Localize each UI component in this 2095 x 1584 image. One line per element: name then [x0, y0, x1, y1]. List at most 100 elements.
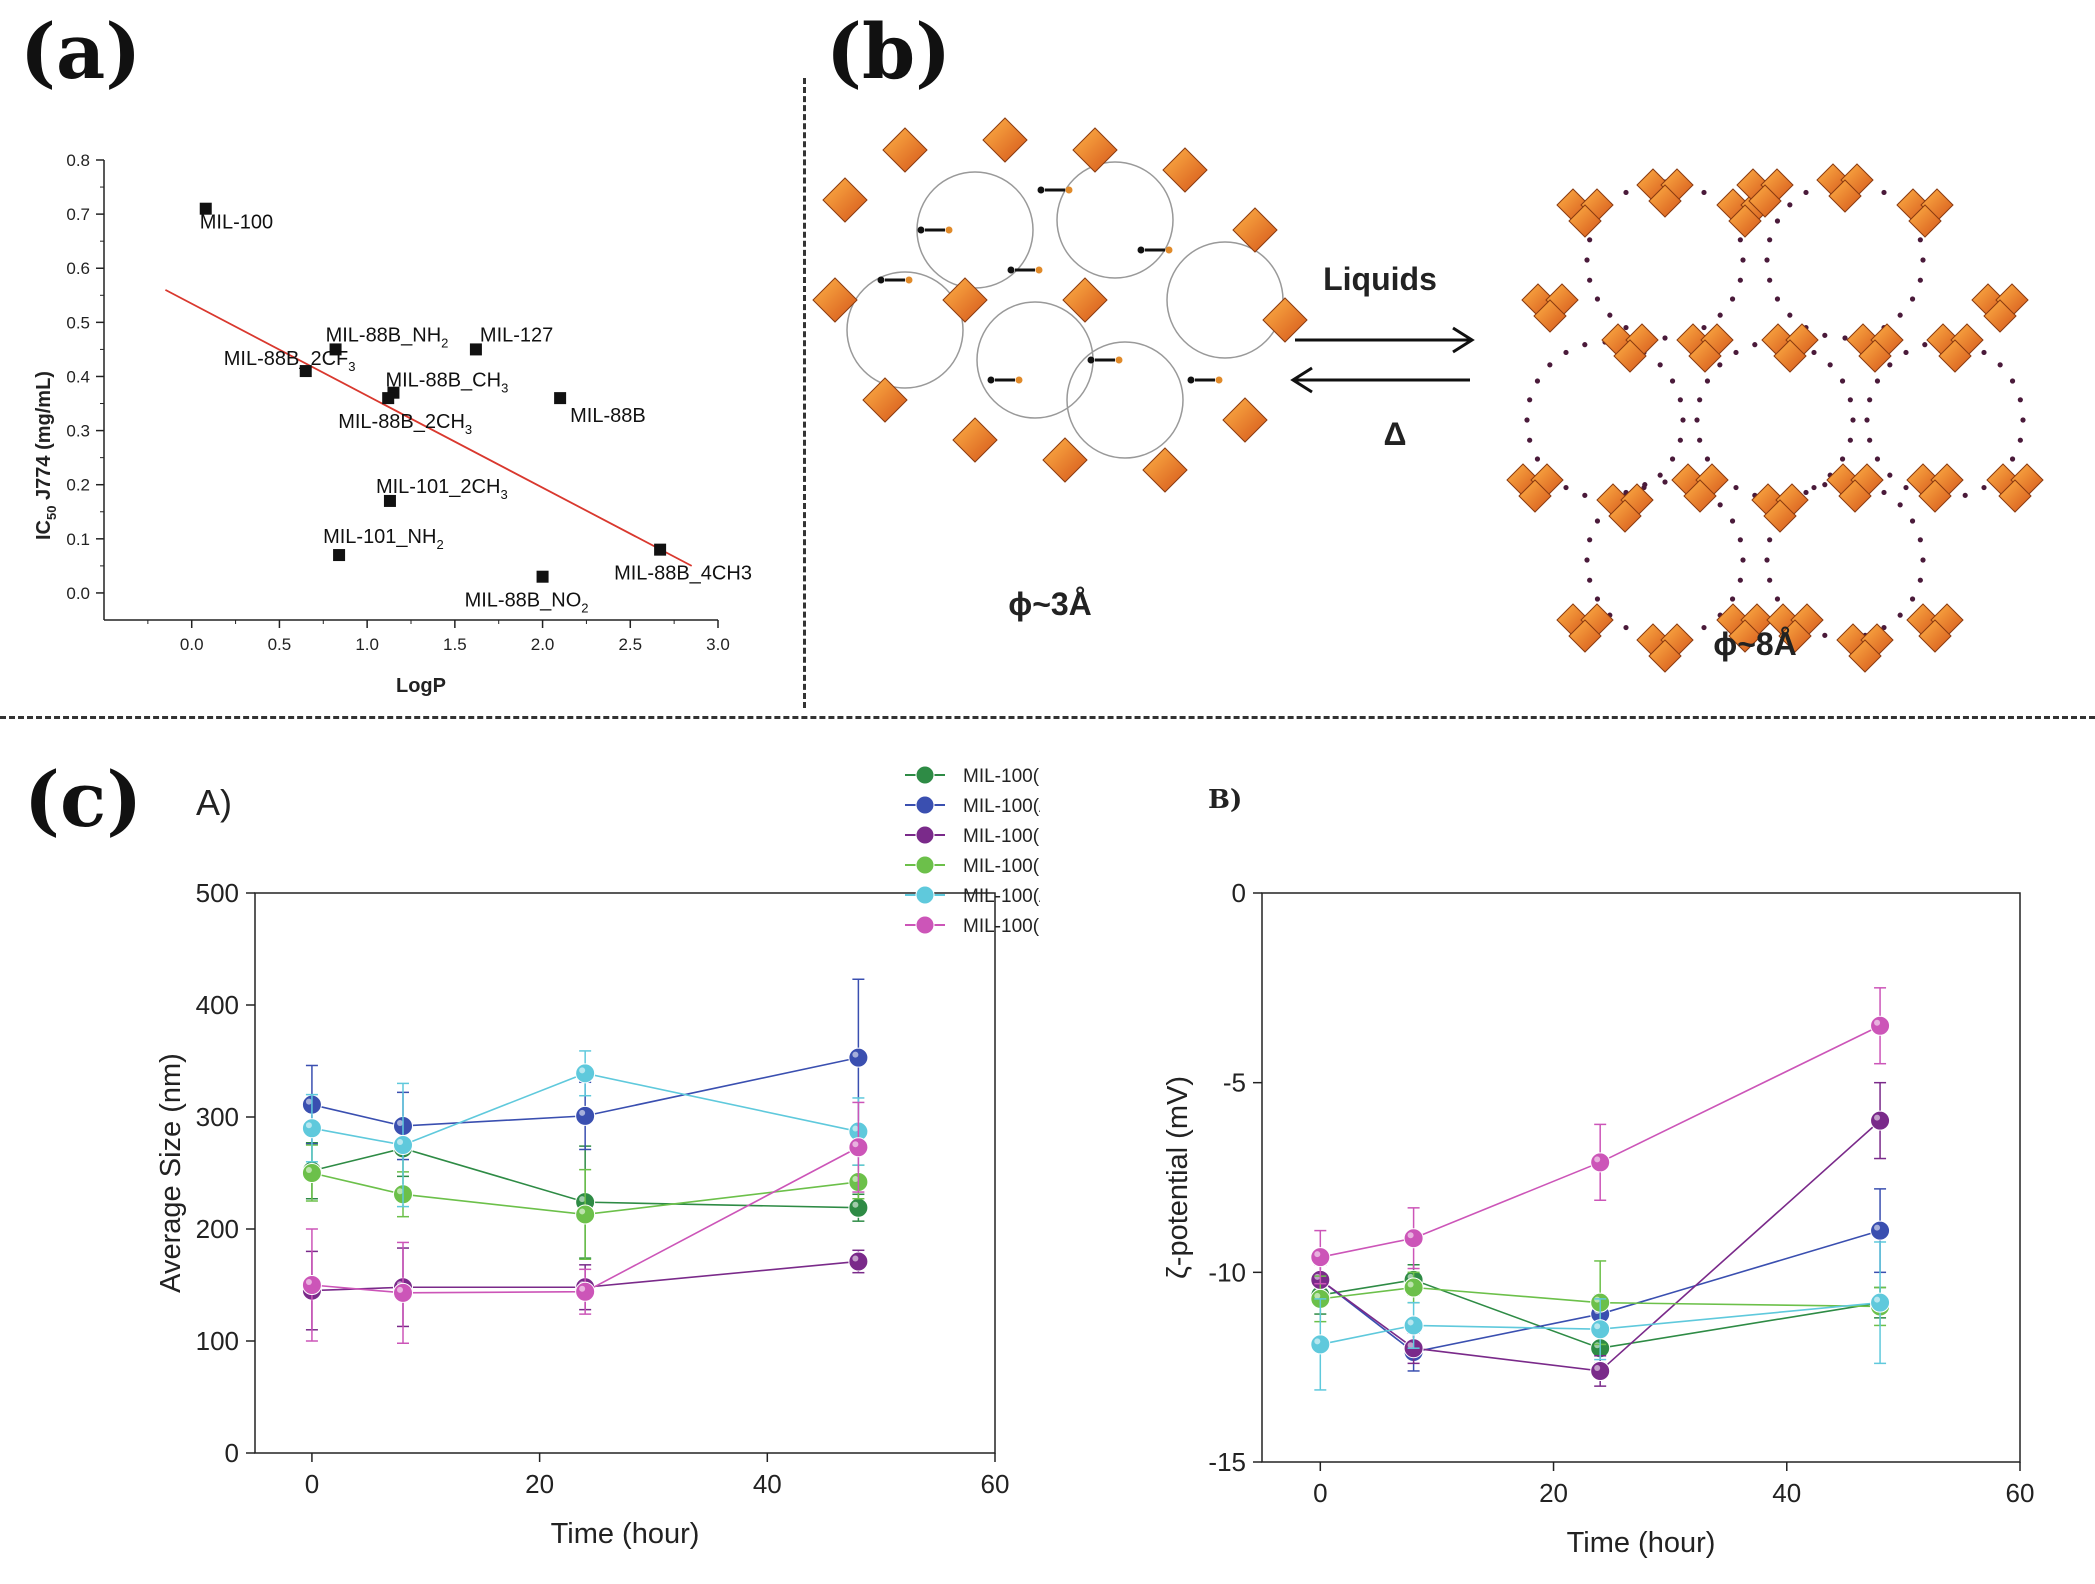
chart-a-point-label: MIL-101_NH2: [323, 526, 444, 552]
closed-atom: [1035, 266, 1043, 274]
open-octahedron: [1683, 479, 1717, 513]
chart-a-point: [199, 202, 212, 215]
closed-pore-ring: [846, 271, 964, 389]
open-octahedron: [1838, 479, 1872, 513]
chart-cB-point-highlight: [1874, 1019, 1881, 1026]
open-linker-atom: [1704, 378, 1711, 384]
chart-cB-point-highlight: [1874, 1114, 1881, 1121]
open-linker-atom: [1897, 612, 1903, 618]
open-linker-atom: [1701, 624, 1707, 631]
chart-cA-point: [575, 1063, 596, 1084]
open-linker-atom: [1587, 537, 1593, 543]
open-linker-atom: [1704, 456, 1711, 462]
open-linker-atom: [1897, 312, 1903, 318]
open-linker-atom: [1717, 502, 1723, 508]
open-linker-atom: [1677, 397, 1683, 403]
legend-marker: [915, 885, 935, 905]
chart-cB-ytick-label: -5: [1223, 1068, 1246, 1098]
open-linker-atom: [1811, 484, 1817, 491]
chart-a-point-label: MIL-88B_NO2: [465, 590, 589, 616]
open-linker-atom: [1909, 518, 1916, 524]
open-linker-atom: [1803, 189, 1809, 196]
legend-label: MIL-100(Cr)_MEM: [963, 916, 1040, 937]
chart-cA-xlabel: Time (hour): [551, 1518, 700, 1550]
panel-b-label: (b): [826, 7, 952, 96]
legend-label: MIL-100(Fe)_DMEM: [963, 766, 1040, 787]
open-linker-atom: [1733, 484, 1739, 491]
open-linker-atom: [1839, 456, 1846, 462]
chart-cB-ytick-label: 0: [1232, 878, 1246, 908]
panel-a-label: (a): [20, 7, 142, 96]
closed-atom: [1187, 376, 1195, 384]
chart-cB-point-highlight: [1407, 1342, 1414, 1349]
open-octahedron: [1773, 339, 1807, 373]
chart-cB-point: [1310, 1334, 1331, 1355]
chart-a-ytick-label: 0.0: [66, 584, 90, 603]
open-octahedron: [1613, 339, 1647, 373]
open-linker-atom: [1827, 362, 1833, 368]
chart-cA-ytick-label: 0: [225, 1438, 239, 1468]
legend-marker: [915, 765, 935, 785]
panel-c-sub-b: B): [1208, 785, 1243, 815]
chart-cA-point: [301, 1163, 322, 1183]
chart-cB-series-line: [1320, 1279, 1881, 1350]
open-linker-atom: [1534, 456, 1541, 462]
chart-a-ytick-label: 0.4: [66, 367, 90, 386]
open-linker-atom: [1981, 349, 1987, 356]
chart-cA-point: [575, 1105, 596, 1126]
closed-pore-ring: [1166, 241, 1284, 359]
chart-cB-point: [1870, 1110, 1891, 1131]
chart-cB-point: [1590, 1152, 1611, 1173]
open-linker-atom: [1767, 277, 1773, 283]
chart-cB-point: [1403, 1277, 1424, 1298]
open-octahedron: [1608, 499, 1642, 533]
closed-atom: [1065, 186, 1073, 194]
open-octahedron: [1568, 619, 1602, 653]
chart-cA-series-line: [311, 1147, 859, 1209]
chart-cB-point: [1590, 1319, 1611, 1340]
open-octahedron: [1918, 619, 1952, 653]
chart-cA-xtick-label: 60: [981, 1469, 1010, 1499]
open-linker-atom: [1729, 596, 1736, 602]
chart-cA-point-highlight: [852, 1201, 859, 1208]
closed-octahedron: [1072, 127, 1118, 173]
legend-label: MIL-100(Cr)_DMEM: [963, 826, 1040, 847]
chart-cA-point-highlight: [852, 1175, 859, 1182]
open-linker-atom: [1594, 596, 1601, 602]
chart-cA-point: [848, 1197, 869, 1218]
open-linker-atom: [1717, 312, 1723, 318]
chart-cA-point-highlight: [579, 1067, 586, 1074]
open-linker-atom: [1787, 312, 1793, 318]
chart-cB-point-highlight: [1314, 1292, 1321, 1299]
chart-cB-point-highlight: [1874, 1296, 1881, 1303]
open-linker-atom: [1874, 456, 1881, 462]
closed-atom: [877, 276, 885, 284]
open-linker-atom: [1697, 397, 1703, 403]
open-linker-atom: [1733, 349, 1739, 356]
open-linker-atom: [1680, 417, 1686, 423]
open-linker-atom: [1764, 557, 1770, 563]
open-octahedron: [1518, 479, 1552, 513]
open-octahedron: [1648, 184, 1682, 218]
open-linker-atom: [1847, 437, 1853, 443]
chart-a-xtick-label: 1.5: [443, 635, 467, 654]
chart-cA-point-highlight: [852, 1141, 859, 1148]
open-linker-atom: [1527, 437, 1533, 443]
open-octahedron: [1858, 339, 1892, 373]
open-linker-atom: [1922, 342, 1928, 348]
chart-cB-point: [1870, 1292, 1891, 1313]
closed-atom: [917, 226, 925, 234]
chart-cB-ytick-label: -15: [1208, 1447, 1246, 1477]
chart-cB-point: [1403, 1228, 1424, 1249]
chart-cA-point-highlight: [852, 1125, 859, 1132]
chart-cA-point-highlight: [305, 1167, 312, 1173]
open-linker-atom: [1909, 296, 1916, 302]
open-octahedron: [1648, 639, 1682, 673]
chart-cB-series-line: [1319, 1120, 1881, 1372]
open-linker-atom: [2009, 456, 2016, 462]
open-linker-atom: [1822, 632, 1828, 638]
chart-cA-ytick-label: 100: [196, 1326, 239, 1356]
chart-a-point-label: MIL-88B: [570, 405, 646, 427]
open-linker-atom: [1587, 237, 1593, 243]
open-octahedron: [1938, 339, 1972, 373]
